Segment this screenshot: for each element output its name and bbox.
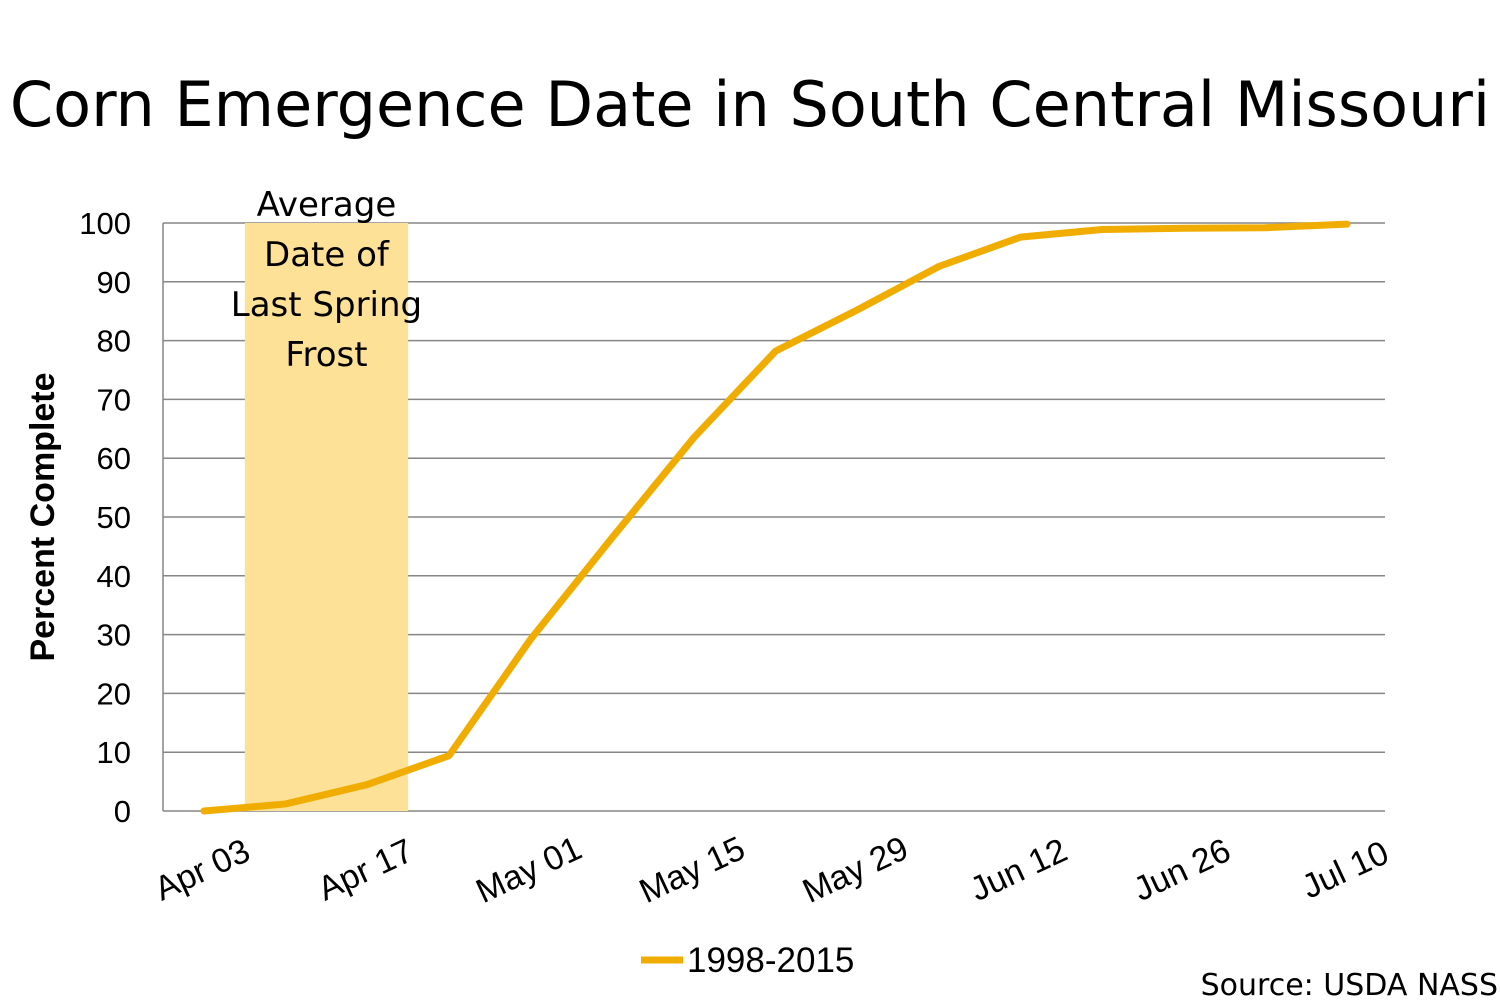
- legend-label: 1998-2015: [687, 941, 854, 980]
- x-tick-label: Apr 03: [149, 832, 256, 909]
- y-tick-label: 50: [97, 500, 131, 535]
- x-tick-label: Jun 12: [964, 831, 1073, 909]
- y-tick-label: 60: [97, 441, 131, 476]
- y-tick-label: 10: [97, 735, 131, 770]
- x-tick-label: Apr 17: [312, 832, 419, 909]
- x-tick-label: May 29: [797, 829, 914, 911]
- x-tick-label: May 01: [470, 829, 587, 911]
- y-tick-label: 0: [114, 794, 131, 829]
- x-tick-label: May 15: [634, 829, 751, 911]
- source-note: Source: USDA NASS: [1201, 968, 1498, 1003]
- frost-band-label: Frost: [285, 335, 367, 375]
- y-axis-label: Percent Complete: [24, 372, 62, 661]
- x-tick-label: Jun 26: [1128, 831, 1237, 909]
- frost-band-label: Date of: [264, 235, 390, 275]
- y-tick-label: 100: [79, 206, 131, 241]
- frost-band-label: Average: [257, 185, 397, 225]
- y-tick-label: 80: [97, 324, 131, 359]
- y-tick-label: 70: [97, 382, 131, 417]
- y-tick-label: 90: [97, 265, 131, 300]
- y-tick-label: 20: [97, 676, 131, 711]
- frost-band-label: Last Spring: [231, 285, 422, 325]
- y-tick-label: 30: [97, 618, 131, 653]
- y-tick-label: 40: [97, 559, 131, 594]
- x-tick-label: Jul 10: [1296, 834, 1394, 907]
